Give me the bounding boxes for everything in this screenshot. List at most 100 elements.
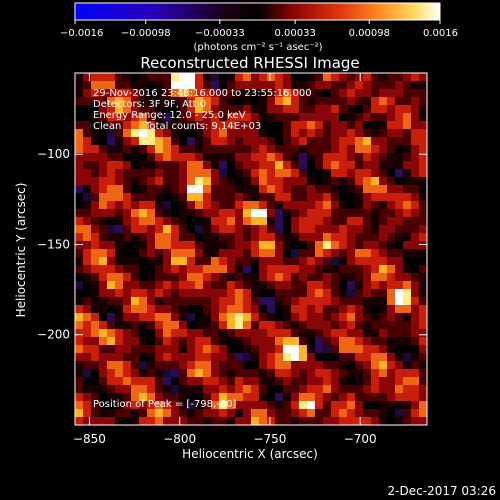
heatmap-cell [347,209,356,218]
heatmap-cell [419,177,427,186]
heatmap-cell [323,145,332,154]
heatmap-cell [91,89,100,98]
heatmap-cell [347,113,356,122]
heatmap-cell [411,345,420,354]
heatmap-cell [155,393,164,402]
heatmap-cell [227,169,236,178]
heatmap-cell [227,241,236,250]
heatmap-cell [299,305,308,314]
heatmap-cell [387,377,396,386]
heatmap-cell [411,265,420,274]
heatmap-cell [387,105,396,114]
heatmap-cell [331,225,340,234]
heatmap-cell [187,297,196,306]
heatmap-cell [179,225,188,234]
heatmap-cell [131,97,140,106]
heatmap-cell [179,209,188,218]
heatmap-cell [179,153,188,162]
heatmap-cell [331,249,340,258]
heatmap-cell [219,129,228,138]
heatmap-cell [155,377,164,386]
heatmap-cell [131,337,140,346]
heatmap-cell [211,201,220,210]
heatmap-cell [267,177,276,186]
heatmap-cell [379,217,388,226]
heatmap-cell [163,305,172,314]
heatmap-cell [307,105,316,114]
heatmap-cell [163,385,172,394]
heatmap-cell [403,377,412,386]
heatmap-cell [203,137,212,146]
heatmap-cell [123,401,132,410]
heatmap-cell [347,153,356,162]
heatmap-cell [275,145,284,154]
heatmap-cell [211,73,220,82]
heatmap-cell [155,193,164,202]
heatmap-cell [419,337,427,346]
heatmap-cell [387,385,396,394]
heatmap-cell [211,393,220,402]
heatmap-cell [163,233,172,242]
heatmap-cell [131,377,140,386]
heatmap-cell [251,273,260,282]
heatmap-cell [379,329,388,338]
heatmap-cell [419,105,427,114]
heatmap-cell [91,257,100,266]
heatmap-cell [219,241,228,250]
heatmap-cell [203,169,212,178]
heatmap-cell [147,153,156,162]
heatmap-cell [131,257,140,266]
heatmap-cell [195,73,204,82]
heatmap-cell [115,417,124,425]
heatmap-cell [379,401,388,410]
info-energy: Energy Range: 12.0 - 25.0 keV [93,110,246,121]
heatmap-cell [347,337,356,346]
heatmap-cell [259,225,268,234]
heatmap-cell [163,185,172,194]
heatmap-cell [107,265,116,274]
heatmap-cell [387,145,396,154]
heatmap-cell [299,337,308,346]
heatmap-cell [403,273,412,282]
heatmap-cell [163,265,172,274]
heatmap-cell [347,345,356,354]
heatmap-cell [243,209,252,218]
heatmap-cell [251,145,260,154]
heatmap-cell [91,129,100,138]
heatmap-cell [171,329,180,338]
heatmap-cell [219,217,228,226]
heatmap-cell [91,417,100,425]
heatmap-cell [171,377,180,386]
heatmap-cell [171,113,180,122]
heatmap-cell [147,361,156,370]
heatmap-cell [107,201,116,210]
heatmap-cell [115,113,124,122]
heatmap-cell [163,121,172,130]
heatmap-cell [91,193,100,202]
heatmap-cell [411,169,420,178]
heatmap-cell [403,281,412,290]
heatmap-cell [259,105,268,114]
heatmap-cell [363,201,372,210]
heatmap-cell [355,273,364,282]
heatmap-cell [91,369,100,378]
heatmap-cell [115,241,124,250]
heatmap-cell [163,225,172,234]
heatmap-cell [347,177,356,186]
heatmap-cell [107,409,116,418]
heatmap-cell [363,193,372,202]
heatmap-cell [235,417,244,425]
heatmap-cell [243,289,252,298]
heatmap-cell [275,393,284,402]
heatmap-cell [195,177,204,186]
heatmap-cell [387,73,396,82]
heatmap-cell [187,153,196,162]
heatmap-cell [131,249,140,258]
heatmap-cell [147,137,156,146]
heatmap-cell [83,393,92,402]
heatmap-cell [123,345,132,354]
info-block: 29-Nov-2016 23:48:16.000 to 23:55:16.000… [93,88,312,410]
heatmap-cell [275,289,284,298]
heatmap-cell [147,377,156,386]
